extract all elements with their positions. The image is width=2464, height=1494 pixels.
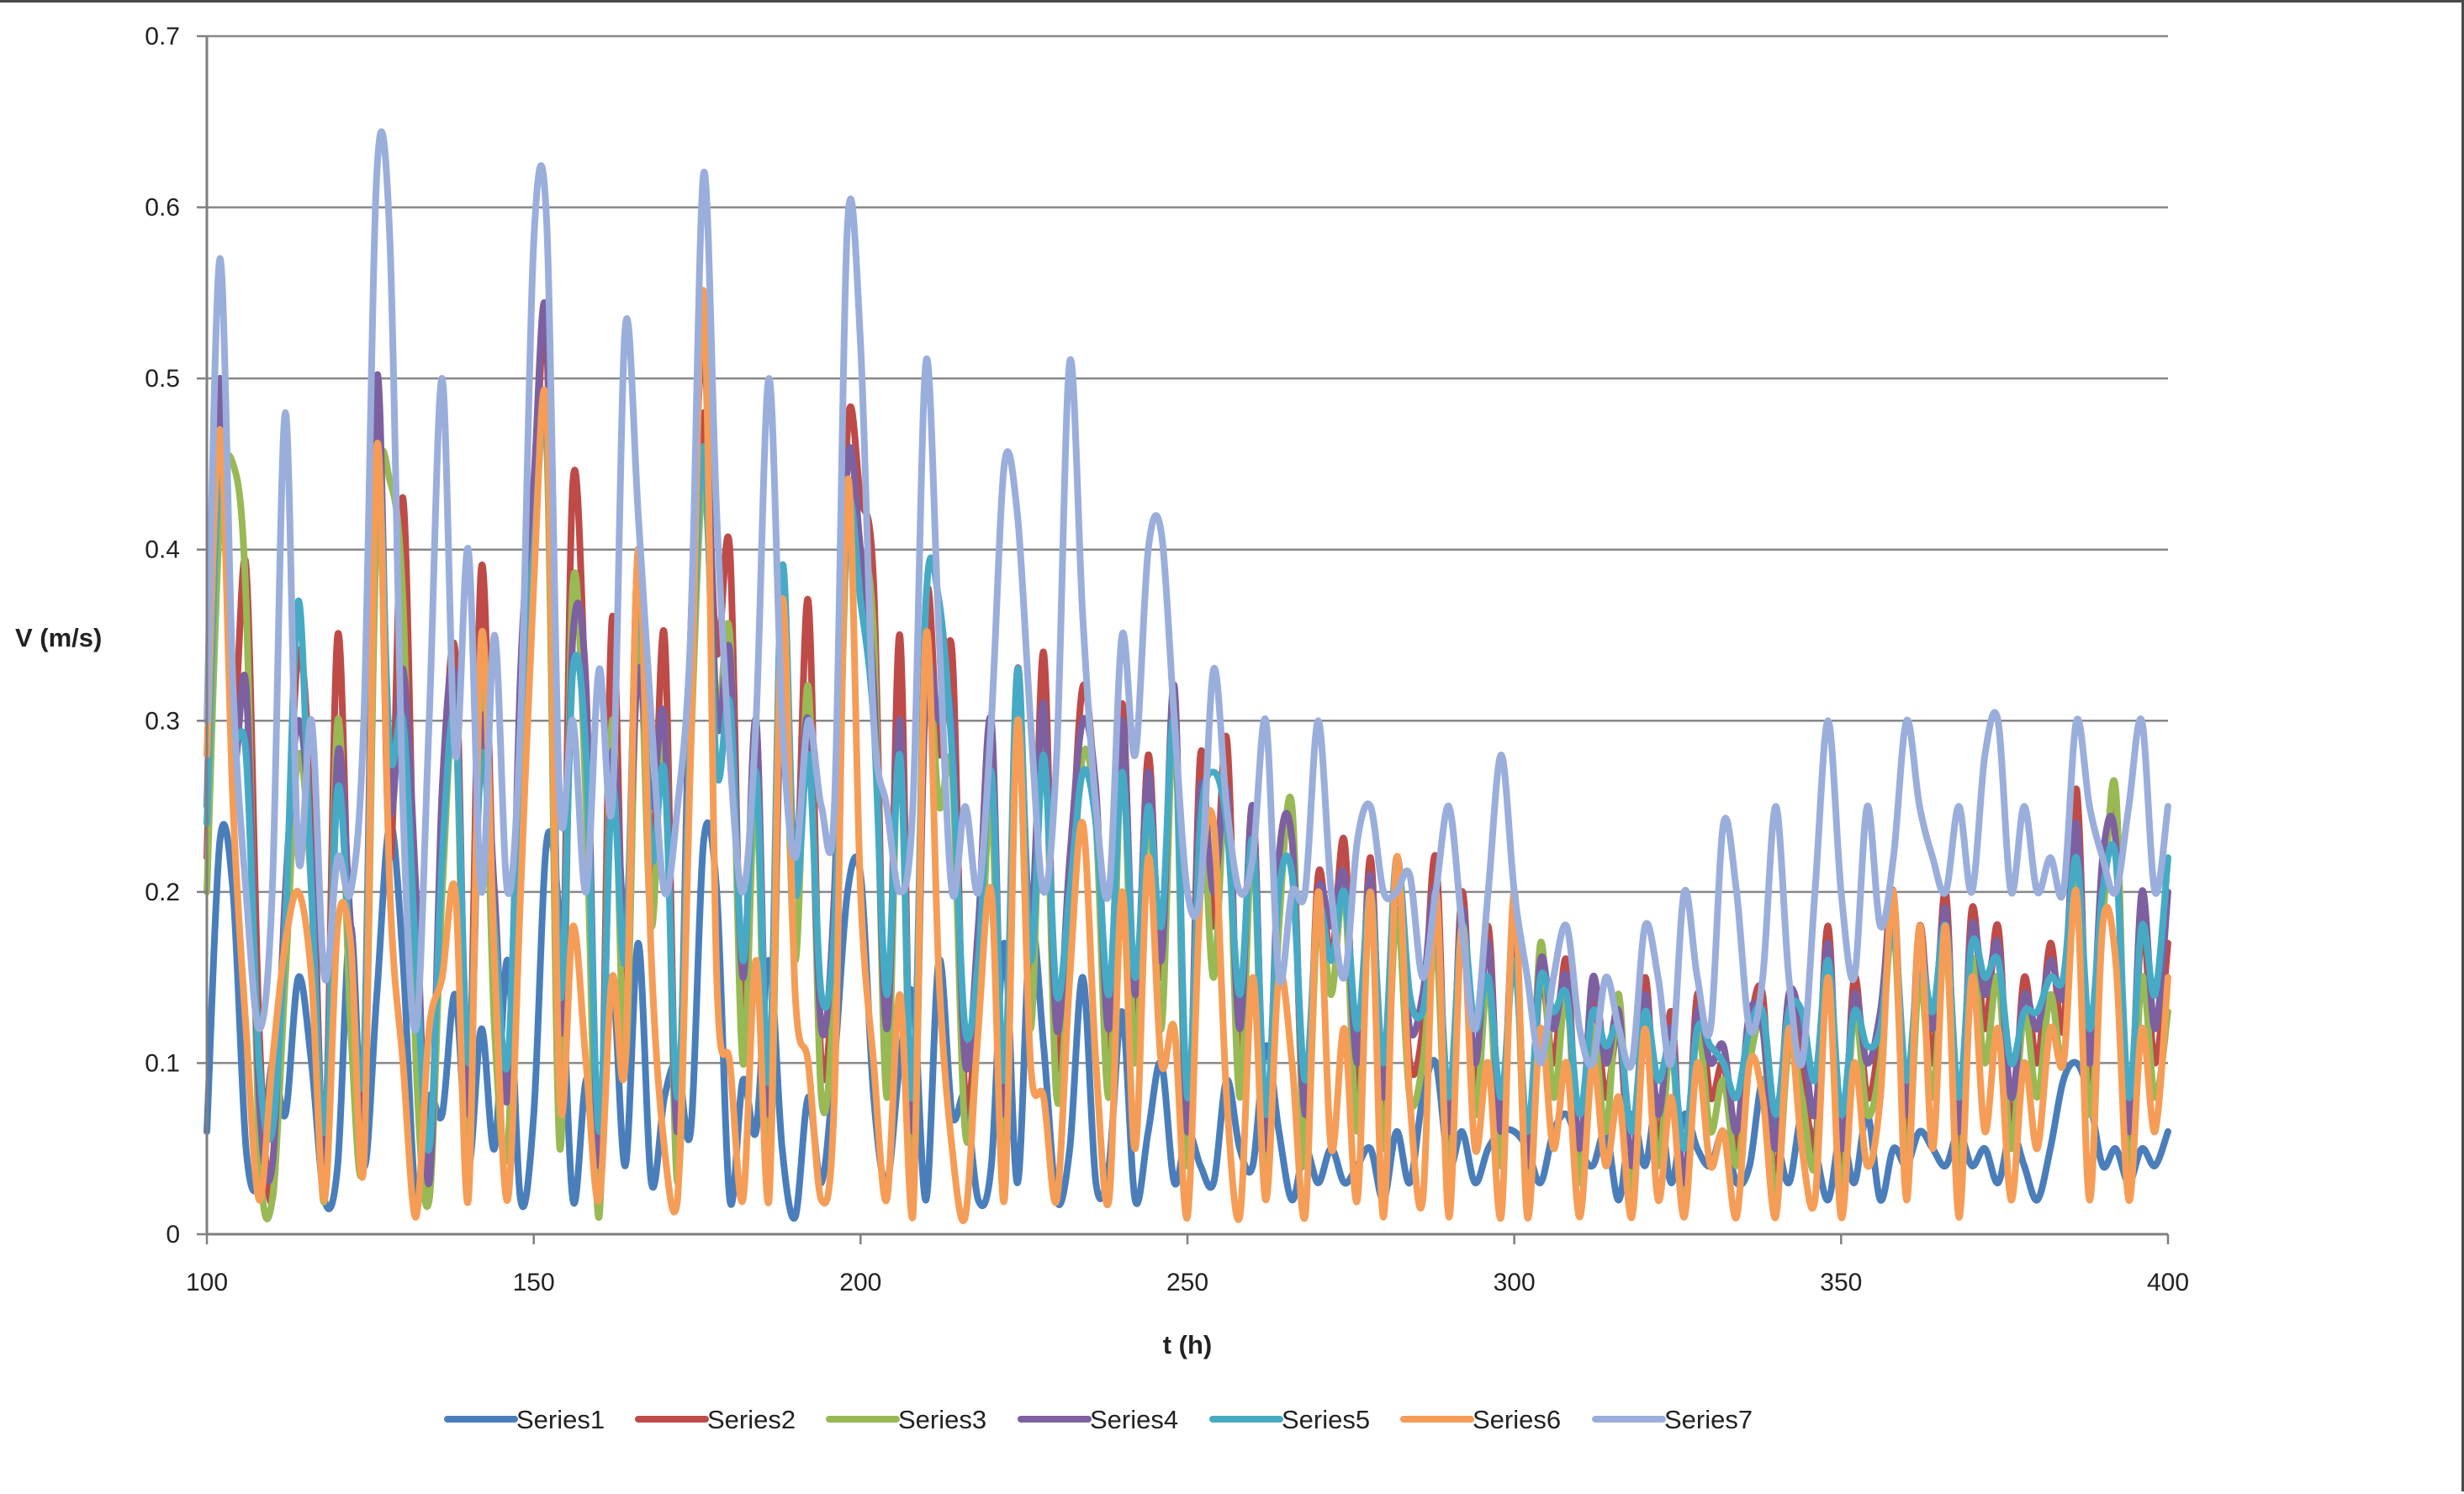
- y-tick-label: 0: [166, 1221, 180, 1249]
- series-line-series5: [204, 405, 2171, 1153]
- legend-label-series1: Series1: [516, 1405, 605, 1434]
- series-line-series1: [204, 819, 2171, 1222]
- y-tick-label: 0.6: [145, 194, 180, 222]
- x-tick-labels: 100 150 200 250 300 350 400: [186, 1234, 2189, 1296]
- legend-label-series2: Series2: [707, 1405, 796, 1434]
- series-line-series6: [204, 287, 2171, 1224]
- x-axis-title: t (h): [1163, 1330, 1213, 1359]
- series-lines: [204, 128, 2171, 1224]
- x-tick-label: 250: [1166, 1269, 1208, 1296]
- x-tick-label: 200: [839, 1269, 881, 1296]
- legend-label-series6: Series6: [1473, 1405, 1561, 1434]
- y-axis-title: V (m/s): [15, 623, 102, 652]
- x-tick-label: 150: [513, 1269, 555, 1296]
- legend-label-series4: Series4: [1090, 1405, 1178, 1434]
- legend: Series1 Series2 Series3 Series4 Series5 Serie…: [444, 1405, 1753, 1434]
- legend-label-series5: Series5: [1282, 1405, 1370, 1434]
- line-chart: 0 0.1 0.2 0.3 0.4 0.5 0.6 0.7 100 150 200 250 300 35…: [15, 23, 2189, 1434]
- legend-label-series7: Series7: [1664, 1405, 1753, 1434]
- series-line-series7: [204, 128, 2171, 1071]
- x-tick-label: 400: [2147, 1269, 2189, 1296]
- y-tick-label: 0.4: [145, 536, 180, 564]
- y-tick-label: 0.3: [145, 707, 180, 735]
- x-tick-label: 350: [1820, 1269, 1862, 1296]
- y-tick-labels: 0 0.1 0.2 0.3 0.4 0.5 0.6 0.7: [145, 23, 207, 1249]
- x-tick-label: 300: [1494, 1269, 1536, 1296]
- x-tick-label: 100: [186, 1269, 228, 1296]
- y-tick-label: 0.5: [145, 365, 180, 393]
- y-tick-label: 0.7: [145, 23, 180, 50]
- y-tick-label: 0.2: [145, 879, 180, 906]
- legend-label-series3: Series3: [898, 1405, 986, 1434]
- y-tick-label: 0.1: [145, 1049, 180, 1077]
